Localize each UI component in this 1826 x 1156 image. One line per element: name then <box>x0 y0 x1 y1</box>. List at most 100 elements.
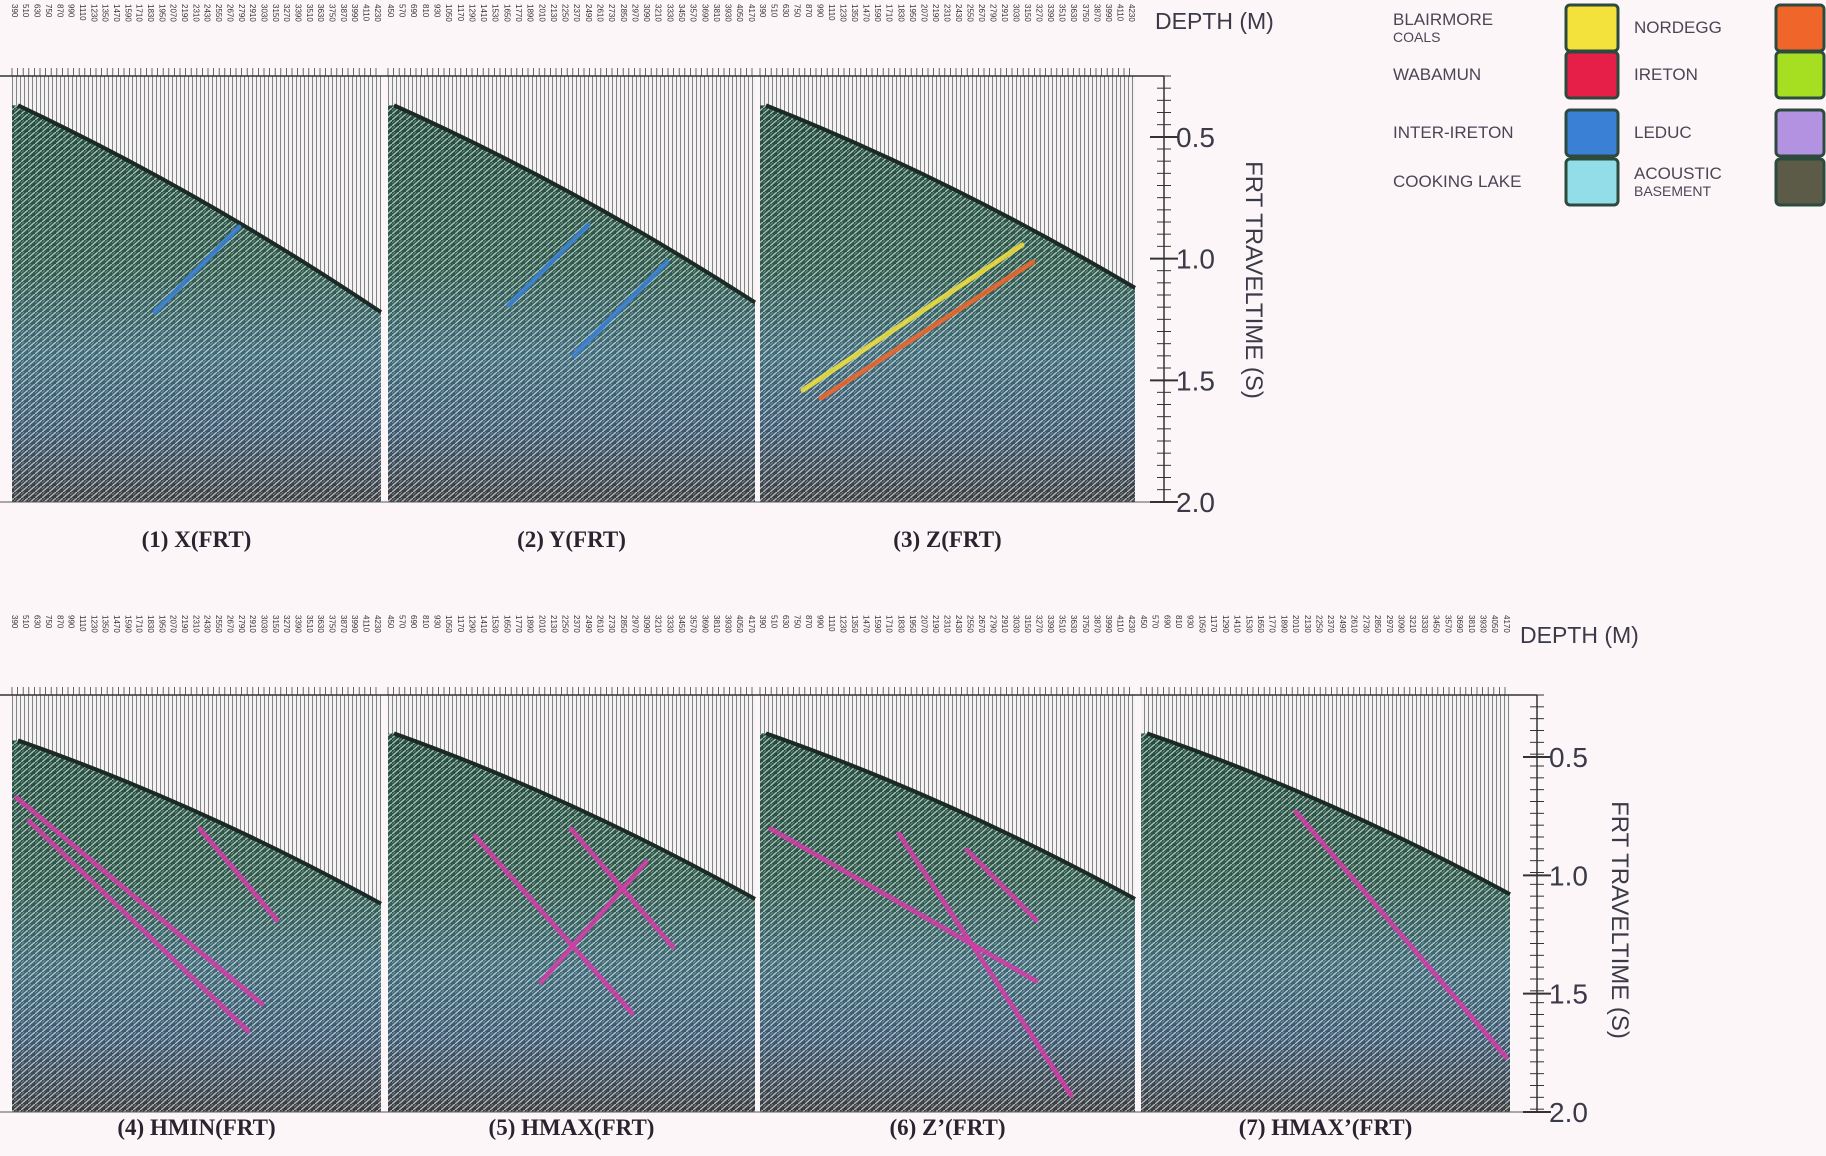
depth-label: 1830 <box>146 4 155 22</box>
depth-label: 1650 <box>502 615 511 633</box>
depth-label: 3390 <box>1046 4 1055 22</box>
depth-label: 3750 <box>1081 4 1090 22</box>
panel-label: (6) Z’(FRT) <box>889 1115 1005 1140</box>
depth-label: 3870 <box>339 4 348 22</box>
legend-label: INTER-IRETON <box>1393 123 1514 142</box>
horizon-pick <box>964 847 1039 923</box>
depth-label: 3630 <box>316 615 325 633</box>
depth-label: 3630 <box>1069 615 1078 633</box>
depth-label: 1770 <box>1268 615 1277 633</box>
depth-label: 2670 <box>225 615 234 633</box>
depth-label: 3030 <box>259 615 268 633</box>
depth-label: 4230 <box>1127 615 1136 633</box>
legend-label: COALS <box>1393 29 1440 45</box>
depth-label: 3150 <box>1023 615 1032 633</box>
legend-label: LEDUC <box>1634 123 1692 142</box>
depth-label: 2070 <box>169 4 178 22</box>
legend-swatch <box>1564 157 1620 207</box>
depth-label: 4050 <box>1490 615 1499 633</box>
tick-label: 2.0 <box>1549 1097 1588 1128</box>
depth-label: 1950 <box>908 615 917 633</box>
depth-label: 930 <box>1186 615 1195 629</box>
tick-label: 2.0 <box>1176 487 1215 518</box>
depth-label: 990 <box>816 615 825 629</box>
depth-label: 2730 <box>607 4 616 22</box>
depth-label: 990 <box>67 615 76 629</box>
depth-label: 1590 <box>873 4 882 22</box>
depth-label: 2370 <box>572 4 581 22</box>
depth-label: 1770 <box>514 615 523 633</box>
depth-label: 2790 <box>989 4 998 22</box>
depth-label: 1710 <box>885 4 894 22</box>
depth-label: 2790 <box>237 615 246 633</box>
horizon-pick <box>800 242 1025 393</box>
depth-label: 2670 <box>225 4 234 22</box>
legend-label: NORDEGG <box>1634 18 1722 37</box>
legend-label: BASEMENT <box>1634 183 1711 199</box>
depth-label: 2010 <box>537 4 546 22</box>
depth-label: 750 <box>792 615 801 629</box>
depth-label: 390 <box>758 4 767 18</box>
depth-label: 1350 <box>850 615 859 633</box>
depth-label: 2070 <box>169 615 178 633</box>
depth-label: 3570 <box>689 615 698 633</box>
depth-label: 570 <box>1151 615 1160 629</box>
depth-label: 1350 <box>850 4 859 22</box>
depth-label: 810 <box>421 4 430 18</box>
depth-label: 510 <box>769 615 778 629</box>
depth-label: 870 <box>804 615 813 629</box>
depth-label: 2550 <box>965 615 974 633</box>
depth-label: 3210 <box>1408 615 1417 633</box>
depth-label: 3570 <box>1443 615 1452 633</box>
depth-label: 4170 <box>747 615 756 633</box>
legend-label: IRETON <box>1634 65 1698 84</box>
depth-label: 1170 <box>456 615 465 633</box>
depth-label: 1110 <box>78 4 87 21</box>
depth-label: 3390 <box>293 4 302 22</box>
depth-label: 2850 <box>619 4 628 22</box>
tick-label: 1.5 <box>1176 365 1215 396</box>
depth-label: 3870 <box>1092 615 1101 633</box>
depth-label: 4110 <box>1115 615 1124 633</box>
depth-label: 1650 <box>502 4 511 22</box>
depth-label: 1410 <box>1233 615 1242 633</box>
depth-label: 3030 <box>259 4 268 22</box>
depth-label: 3270 <box>282 615 291 633</box>
depth-label: 990 <box>67 4 76 18</box>
depth-label: 3990 <box>1104 4 1113 22</box>
depth-label: 3810 <box>712 615 721 633</box>
depth-label: 2850 <box>1373 615 1382 633</box>
depth-label: 1290 <box>467 4 476 22</box>
depth-label: 1830 <box>896 4 905 22</box>
depth-label: 3150 <box>1023 4 1032 22</box>
legend-swatch <box>1774 50 1826 100</box>
depth-label: 2490 <box>1338 615 1347 633</box>
depth-label: 1830 <box>896 615 905 633</box>
depth-label: 3810 <box>712 4 721 22</box>
panel-label: (3) Z(FRT) <box>893 527 1001 552</box>
legend-swatch <box>1774 157 1826 207</box>
depth-label: 2190 <box>180 4 189 22</box>
depth-label: 690 <box>409 615 418 629</box>
depth-label: 2190 <box>931 4 940 22</box>
legend-swatch <box>1774 3 1826 53</box>
depth-label: 1890 <box>526 615 535 633</box>
horizon-pick <box>472 833 635 1016</box>
depth-label: 3270 <box>282 4 291 22</box>
depth-label: 2730 <box>1361 615 1370 633</box>
depth-label: 1410 <box>479 615 488 633</box>
depth-label: 630 <box>781 615 790 629</box>
first-arrival <box>1146 731 1511 897</box>
depth-label: 810 <box>1174 615 1183 629</box>
depth-label: 390 <box>758 615 767 629</box>
depth-label: 2370 <box>1326 615 1335 633</box>
tick-label: 1.0 <box>1549 860 1588 891</box>
depth-label: 1950 <box>908 4 917 22</box>
depth-label: 750 <box>44 4 53 18</box>
depth-label: 1530 <box>491 4 500 22</box>
depth-label: 2010 <box>537 615 546 633</box>
depth-label: 2130 <box>549 615 558 633</box>
depth-label: 2790 <box>237 4 246 22</box>
pre-arrival-traces <box>388 76 755 303</box>
depth-label: 1350 <box>101 4 110 22</box>
